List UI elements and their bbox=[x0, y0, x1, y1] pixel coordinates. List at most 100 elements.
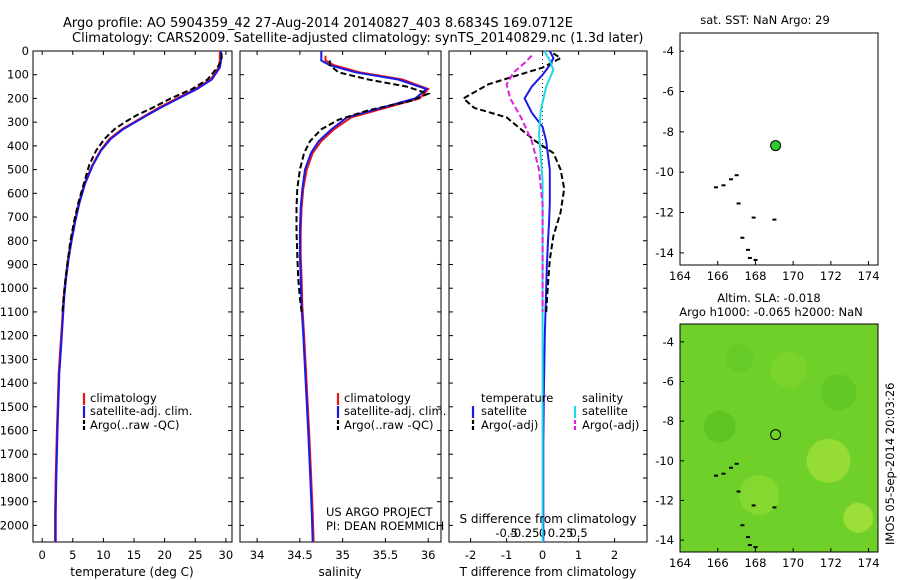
depth-tick-label: 100 bbox=[7, 68, 29, 82]
map-x-tick-label: 166 bbox=[707, 556, 729, 570]
island-dot bbox=[734, 462, 739, 465]
sla-anomaly-patch bbox=[725, 344, 754, 373]
depth-tick-label: 1900 bbox=[0, 495, 29, 509]
project-annotation: US ARGO PROJECT bbox=[326, 505, 434, 519]
legend-label-argo: Argo(..raw -QC) bbox=[90, 418, 180, 432]
map-y-tick-label: -10 bbox=[655, 165, 674, 179]
island-dot bbox=[747, 256, 752, 259]
x2-tick-label: 0.25 bbox=[548, 526, 574, 540]
x-tick-label: 15 bbox=[127, 548, 142, 562]
x-tick-label: -2 bbox=[465, 548, 476, 562]
map-y-tick-label: -6 bbox=[663, 374, 674, 388]
island-dot bbox=[721, 472, 726, 475]
legend-label-argo: Argo(..raw -QC) bbox=[344, 418, 434, 432]
depth-tick-label: 1000 bbox=[0, 281, 29, 295]
map-y-tick-label: -4 bbox=[663, 335, 674, 349]
island-dot bbox=[736, 490, 741, 493]
sla-anomaly-patch bbox=[820, 374, 857, 411]
depth-tick-label: 900 bbox=[7, 257, 29, 271]
series-line-argo-adj- bbox=[505, 54, 544, 312]
legend-title-salinity: salinity bbox=[582, 391, 623, 405]
sla-anomaly-patch bbox=[843, 502, 874, 533]
island-dot bbox=[772, 506, 777, 509]
map-x-tick-label: 170 bbox=[782, 556, 804, 570]
map2-title-line1: Altim. SLA: -0.018 bbox=[717, 291, 821, 305]
island-dot bbox=[772, 218, 777, 221]
map-x-tick-label: 172 bbox=[820, 269, 842, 283]
series-line-satellite bbox=[523, 50, 555, 542]
header-line2: Climatology: CARS2009. Satellite-adjuste… bbox=[72, 31, 644, 46]
depth-tick-label: 1100 bbox=[0, 305, 29, 319]
map-y-tick-label: -12 bbox=[655, 493, 674, 507]
legend-label-s-argo: Argo(-adj) bbox=[582, 418, 639, 432]
depth-tick-label: 1700 bbox=[0, 447, 29, 461]
island-dot bbox=[736, 202, 741, 205]
map-y-tick-label: -14 bbox=[655, 533, 674, 547]
map-x-tick-label: 170 bbox=[782, 269, 804, 283]
x-tick-label: 0 bbox=[539, 548, 546, 562]
sla-anomaly-patch bbox=[703, 410, 736, 443]
depth-tick-label: 800 bbox=[7, 234, 29, 248]
map-x-tick-label: 168 bbox=[744, 556, 766, 570]
x2-tick-label: -0.5 bbox=[495, 526, 517, 540]
map-x-tick-label: 174 bbox=[858, 269, 880, 283]
legend-label-climatology: climatology bbox=[90, 391, 157, 405]
x-tick-label: 0 bbox=[39, 548, 46, 562]
altimetry-map: 164 166 168 170 172 174 -4 -6 -8 -10 -12 -14 bbox=[655, 323, 880, 570]
sla-anomaly-patch bbox=[806, 438, 851, 483]
map1-title: sat. SST: NaN Argo: 29 bbox=[700, 13, 830, 27]
series-line-climatology bbox=[299, 55, 430, 543]
depth-tick-label: 600 bbox=[7, 186, 29, 200]
temperature-profile-plot: 0 5 10 15 20 25 30 bbox=[39, 51, 233, 562]
map-x-tick-label: 168 bbox=[744, 269, 766, 283]
depth-tick-label: 1300 bbox=[0, 352, 29, 366]
island-dot bbox=[713, 474, 718, 477]
x-tick-label: 5 bbox=[69, 548, 76, 562]
series-line-argo-raw-qc- bbox=[295, 60, 432, 313]
depth-tick-label: 300 bbox=[7, 115, 29, 129]
salinity-panel-frame bbox=[239, 50, 442, 543]
legend-label-s-satellite: satellite bbox=[582, 404, 628, 418]
legend-label-t-satellite: satellite bbox=[481, 404, 527, 418]
legend-label-t-argo: Argo(-adj) bbox=[481, 418, 538, 432]
difference-legend: temperature satellite Argo(-adj) salinit… bbox=[471, 391, 639, 432]
x-tick-label: 35.5 bbox=[373, 548, 399, 562]
t-difference-xlabel: T difference from climatology bbox=[459, 565, 637, 579]
island-dot bbox=[751, 504, 756, 507]
map2-title-line2: Argo h1000: -0.065 h2000: NaN bbox=[679, 305, 863, 319]
x-tick-label: 2 bbox=[611, 548, 618, 562]
series-line-climatology bbox=[54, 51, 221, 542]
series-line-satellite-adj-clim- bbox=[298, 51, 429, 543]
depth-tick-label: 1400 bbox=[0, 376, 29, 390]
x-tick-label: 36 bbox=[421, 548, 436, 562]
island-dot bbox=[753, 546, 758, 549]
island-dot bbox=[746, 536, 750, 539]
map-y-tick-label: -4 bbox=[663, 44, 674, 58]
map-x-tick-label: 174 bbox=[858, 556, 880, 570]
island-dot bbox=[753, 258, 758, 261]
island-dot bbox=[713, 186, 718, 189]
island-dot bbox=[751, 216, 756, 219]
x-tick-label: 35 bbox=[335, 548, 350, 562]
x-tick-label: -1 bbox=[501, 548, 512, 562]
depth-tick-label: 500 bbox=[7, 163, 29, 177]
depth-tick-label: 1600 bbox=[0, 424, 29, 438]
map-y-tick-label: -8 bbox=[663, 125, 674, 139]
island-dot bbox=[729, 466, 734, 469]
legend-label-climatology: climatology bbox=[344, 391, 411, 405]
difference-profile-plot: -2 -1 0 1 2-0.5-0.25 0 0.250.5 bbox=[461, 50, 618, 562]
legend-label-satellite: satellite-adj. clim. bbox=[90, 404, 192, 418]
map-y-tick-label: -10 bbox=[655, 454, 674, 468]
salinity-legend: climatology satellite-adj. clim. Argo(..… bbox=[336, 391, 446, 432]
depth-tick-label: 1500 bbox=[0, 400, 29, 414]
x-tick-label: 34 bbox=[250, 548, 265, 562]
map-y-tick-label: -8 bbox=[663, 414, 674, 428]
island-dot bbox=[747, 544, 752, 547]
map-y-tick-label: -6 bbox=[663, 85, 674, 99]
island-dot bbox=[746, 248, 750, 251]
series-line-argo-adj- bbox=[461, 52, 566, 312]
x-tick-label: 25 bbox=[188, 548, 203, 562]
legend-title-temperature: temperature bbox=[481, 391, 553, 405]
map-x-tick-label: 172 bbox=[820, 556, 842, 570]
